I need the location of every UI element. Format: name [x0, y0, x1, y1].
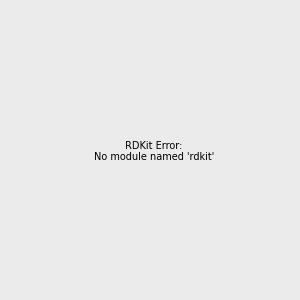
Text: RDKit Error:
No module named 'rdkit': RDKit Error: No module named 'rdkit': [94, 141, 214, 162]
